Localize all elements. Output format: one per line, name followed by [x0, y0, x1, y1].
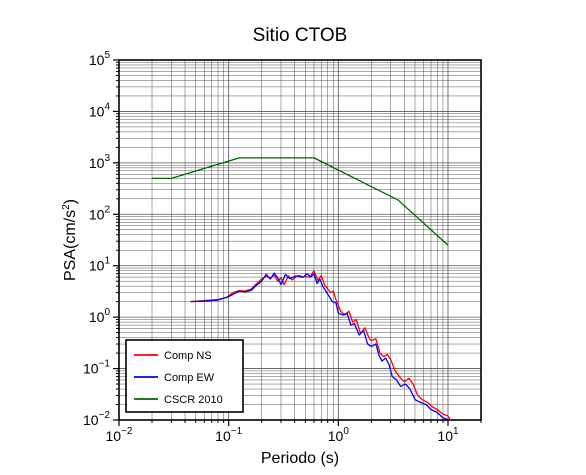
x-axis-label: Periodo (s) — [261, 450, 339, 467]
y-axis-label: PSA(cm/s2) — [61, 199, 79, 281]
y-axis-label-tail: ) — [62, 199, 79, 204]
x-tick-label: 10−1 — [215, 426, 242, 444]
y-axis-label-text: PSA(cm/s — [62, 210, 79, 281]
legend-box — [125, 339, 244, 413]
y-tick-label: 10−2 — [83, 410, 110, 428]
x-tick-label: 101 — [437, 426, 459, 444]
legend-label: Comp EW — [164, 372, 215, 384]
y-tick-label: 10−1 — [83, 359, 110, 377]
y-tick-label: 102 — [89, 204, 111, 222]
y-tick-label: 100 — [89, 307, 111, 325]
grid — [118, 59, 482, 421]
series-line-0 — [190, 270, 451, 421]
legend-label: CSCR 2010 — [164, 394, 223, 406]
y-axis-label-sup: 2 — [61, 204, 72, 210]
y-tick-label: 104 — [89, 101, 111, 119]
axis-ticks: 10−2 10−1 100 101 10−2 10−1 100 101 102 103 104 105 — [83, 50, 482, 444]
y-tick-label: 103 — [89, 153, 111, 171]
legend: Comp NS Comp EW CSCR 2010 — [125, 339, 244, 413]
chart-title: Sitio CTOB — [253, 25, 348, 46]
x-tick-label: 10−2 — [106, 426, 133, 444]
series-line-2 — [152, 157, 449, 246]
x-tick-label: 100 — [328, 426, 350, 444]
series-group — [152, 157, 451, 421]
y-tick-label: 101 — [89, 256, 111, 274]
legend-label: Comp NS — [164, 350, 212, 362]
plot-frame — [118, 59, 482, 421]
y-tick-label: 105 — [89, 50, 111, 68]
series-line-1 — [190, 272, 450, 421]
